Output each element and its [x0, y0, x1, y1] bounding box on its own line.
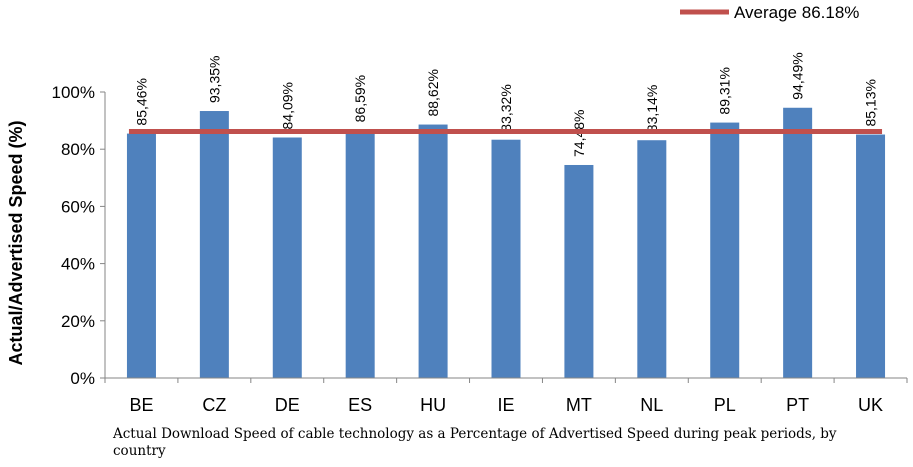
bar-ie [491, 139, 521, 378]
data-label-pl: 89,31% [717, 67, 733, 114]
data-label-be: 85,46% [133, 78, 149, 125]
y-tick-label: 0% [70, 369, 95, 388]
y-tick-label: 40% [61, 255, 95, 274]
bar-hu [418, 124, 448, 378]
bars [126, 107, 886, 379]
x-tick-label-hu: HU [420, 395, 446, 415]
bar-es [345, 130, 375, 378]
x-tick-label-mt: MT [566, 395, 592, 415]
data-label-de: 84,09% [279, 82, 295, 129]
bar-uk [856, 134, 886, 378]
y-axis-label: Actual/Advertised Speed (%) [6, 120, 26, 365]
data-label-nl: 83,14% [644, 85, 660, 132]
data-label-hu: 88,62% [425, 69, 441, 116]
data-label-es: 86,59% [352, 75, 368, 122]
axes [104, 92, 907, 379]
data-labels: 85,46%93,35%84,09%86,59%88,62%83,32%74,4… [133, 52, 878, 157]
bar-pt [783, 107, 813, 378]
y-tick-label: 100% [52, 83, 95, 102]
legend: Average 86.18% [680, 3, 859, 22]
data-label-cz: 93,35% [206, 56, 222, 103]
x-tick-label-es: ES [348, 395, 372, 415]
x-tick-label-pl: PL [714, 395, 736, 415]
bar-mt [564, 164, 594, 378]
x-tick-label-be: BE [129, 395, 153, 415]
x-tick-label-cz: CZ [202, 395, 226, 415]
y-tick-label: 80% [61, 140, 95, 159]
legend-label-average: Average 86.18% [734, 3, 859, 22]
bar-de [272, 137, 302, 378]
y-tick-label: 60% [61, 197, 95, 216]
y-tick-label: 20% [61, 312, 95, 331]
x-axis-ticks: BE CZ DE ES HU IE MT NL PL PT UK [104, 378, 908, 415]
chart-caption: Actual Download Speed of cable technolog… [113, 426, 837, 459]
bar-be [126, 133, 156, 378]
x-tick-label-pt: PT [786, 395, 809, 415]
data-label-uk: 85,13% [863, 79, 879, 126]
data-label-ie: 83,32% [498, 84, 514, 131]
data-label-pt: 94,49% [790, 52, 806, 99]
y-axis-ticks: 0% 20% 40% 60% 80% 100% [52, 83, 105, 388]
x-tick-label-de: DE [275, 395, 300, 415]
bar-nl [637, 140, 667, 378]
x-tick-label-nl: NL [640, 395, 663, 415]
x-tick-label-uk: UK [858, 395, 883, 415]
bar-pl [710, 122, 740, 379]
bar-cz [199, 111, 229, 379]
x-tick-label-ie: IE [497, 395, 514, 415]
bar-chart: Average 86.18% Actual/Advertised Speed (… [6, 3, 908, 415]
